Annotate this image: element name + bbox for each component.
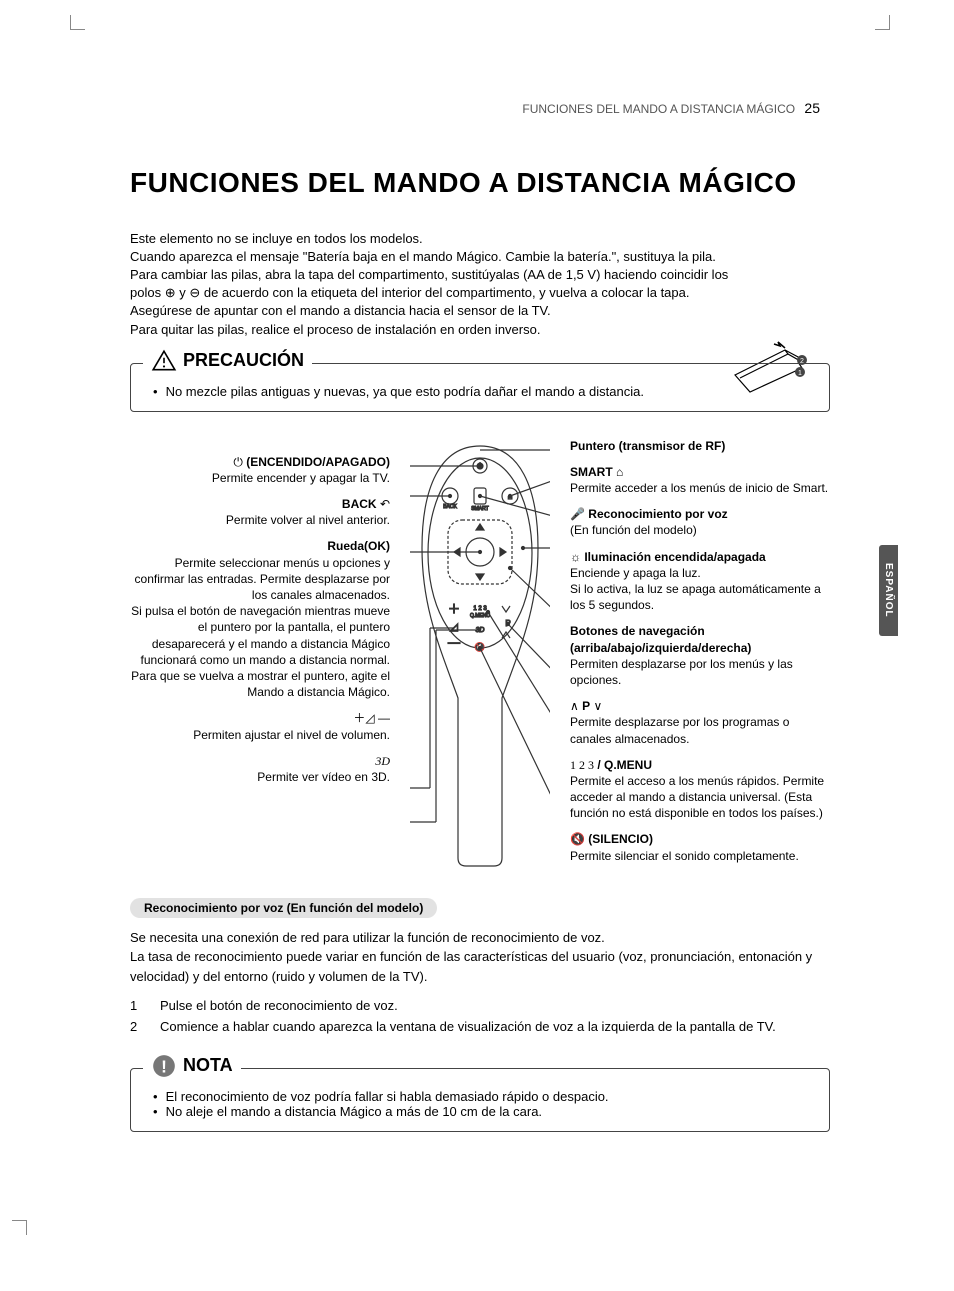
down-icon: ∨: [594, 699, 603, 713]
fn-p: ∧ P ∨ Permite desplazarse por los progra…: [570, 698, 830, 747]
note-title: ! NOTA: [143, 1053, 241, 1079]
intro-line: Para cambiar las pilas, abra la tapa del…: [130, 266, 730, 321]
crop-mark: [875, 15, 890, 30]
voice-steps: 1 Pulse el botón de reconocimiento de voz…: [130, 996, 830, 1038]
crop-mark: [70, 15, 85, 30]
fn-volume: ＋◿ — Permiten ajustar el nivel de volume…: [130, 710, 390, 742]
text: PRECAUCIÓN: [183, 350, 304, 371]
mute-icon: 🔇: [570, 832, 585, 846]
svg-text:SMART: SMART: [471, 506, 488, 512]
step-num: 1: [130, 996, 144, 1017]
svg-text:!: !: [161, 1056, 167, 1076]
desc: Permite ver vídeo en 3D.: [257, 770, 390, 784]
desc: Permite volver al nivel anterior.: [226, 513, 390, 527]
step-num: 2: [130, 1017, 144, 1038]
mic-icon: 🎤: [570, 507, 585, 521]
note-item: El reconocimiento de voz podría fallar s…: [153, 1089, 811, 1104]
precaution-box: PRECAUCIÓN No mezcle pilas antiguas y nu…: [130, 363, 830, 412]
step-text: Comience a hablar cuando aparezca la ven…: [160, 1017, 776, 1038]
desc: Permite el acceso a los menús rápidos. P…: [570, 774, 824, 820]
fn-3d: 3D Permite ver vídeo en 3D.: [130, 753, 390, 785]
label: Iluminación encendida/apagada: [584, 550, 765, 564]
desc: Permite silenciar el sonido completament…: [570, 849, 799, 863]
svg-text:＋: ＋: [448, 602, 460, 616]
step: 2 Comience a hablar cuando aparezca la ve…: [130, 1017, 830, 1038]
header-section: FUNCIONES DEL MANDO A DISTANCIA MÁGICO: [522, 102, 795, 116]
intro-line: Cuando aparezca el mensaje "Batería baja…: [130, 248, 730, 266]
desc: Enciende y apaga la luz. Si lo activa, l…: [570, 566, 821, 612]
label: Reconocimiento por voz: [588, 507, 727, 521]
label: Puntero (transmisor de RF): [570, 439, 725, 453]
home-icon: ⌂: [616, 465, 623, 479]
label: (SILENCIO): [588, 832, 653, 846]
page-title: FUNCIONES DEL MANDO A DISTANCIA MÁGICO: [130, 166, 830, 200]
volume-icons: ＋◿ —: [353, 711, 390, 725]
light-icon: ☼: [570, 550, 581, 564]
fn-power: ⏻ (ENCENDIDO/APAGADO) Permite encender y…: [130, 454, 390, 486]
voice-section-pill: Reconocimiento por voz (En función del m…: [130, 898, 437, 918]
running-header: FUNCIONES DEL MANDO A DISTANCIA MÁGICO 2…: [70, 100, 890, 116]
text: de acuerdo con la etiqueta del interior …: [130, 285, 689, 318]
fn-back: BACK ↶ Permite volver al nivel anterior.: [130, 496, 390, 528]
desc: Permite encender y apagar la TV.: [212, 471, 390, 485]
minus-icon: ⊖: [189, 285, 200, 300]
label: BACK: [342, 497, 377, 511]
step-text: Pulse el botón de reconocimiento de voz.: [160, 996, 398, 1017]
page: FUNCIONES DEL MANDO A DISTANCIA MÁGICO 2…: [70, 40, 890, 1132]
fn-nav: Botones de navegación (arriba/abajo/izqu…: [570, 623, 830, 688]
voice-text: Se necesita una conexión de red para uti…: [130, 928, 830, 987]
fn-smart: SMART ⌂ Permite acceder a los menús de i…: [570, 464, 830, 496]
svg-text:BACK: BACK: [443, 504, 457, 510]
label: (ENCENDIDO/APAGADO): [246, 455, 390, 469]
text: La tasa de reconocimiento puede variar e…: [130, 947, 830, 986]
warning-icon: [151, 348, 177, 374]
right-callouts: Puntero (transmisor de RF) SMART ⌂ Permi…: [570, 438, 830, 874]
up-icon: ∧: [570, 699, 579, 713]
desc: Permiten desplazarse por los menús y las…: [570, 657, 793, 687]
fn-light: ☼ Iluminación encendida/apagada Enciende…: [570, 549, 830, 614]
power-icon: ⏻: [233, 455, 243, 469]
label: SMART: [570, 465, 613, 479]
info-icon: !: [151, 1053, 177, 1079]
back-icon: ↶: [380, 497, 390, 511]
text: NOTA: [183, 1055, 233, 1076]
desc: (En función del modelo): [570, 523, 697, 537]
fn-mute: 🔇 (SILENCIO) Permite silenciar el sonido…: [570, 831, 830, 863]
fn-wheel: Rueda(OK) Permite seleccionar menús u op…: [130, 538, 390, 700]
123-icon: 1 2 3: [570, 758, 594, 772]
step: 1 Pulse el botón de reconocimiento de voz…: [130, 996, 830, 1017]
desc: Permite seleccionar menús u opciones y c…: [131, 556, 390, 700]
svg-text:—: —: [448, 635, 460, 649]
intro-line: Este elemento no se incluye en todos los…: [130, 230, 730, 248]
desc: Permiten ajustar el nivel de volumen.: [193, 728, 390, 742]
label: P: [582, 699, 590, 713]
precaution-title: PRECAUCIÓN: [143, 348, 312, 374]
fn-voice: 🎤 Reconocimiento por voz (En función del…: [570, 506, 830, 538]
note-item: No aleje el mando a distancia Mágico a m…: [153, 1104, 811, 1119]
label: Rueda(OK): [327, 539, 390, 553]
3d-icon: 3D: [375, 754, 390, 768]
precaution-item: No mezcle pilas antiguas y nuevas, ya qu…: [153, 384, 811, 399]
remote-diagram-area: ⏻ (ENCENDIDO/APAGADO) Permite encender y…: [130, 438, 830, 878]
label: Botones de navegación (arriba/abajo/izqu…: [570, 624, 751, 654]
intro-line: Para quitar las pilas, realice el proces…: [130, 321, 730, 339]
text: y: [176, 285, 190, 300]
fn-pointer: Puntero (transmisor de RF): [570, 438, 830, 454]
page-number: 25: [804, 100, 820, 116]
svg-text:1 2 3: 1 2 3: [473, 606, 487, 612]
left-callouts: ⏻ (ENCENDIDO/APAGADO) Permite encender y…: [130, 454, 390, 795]
remote-illustration: ⏻ BACK SMART ⌂ ＋ 1 2 3 Q.MENU: [410, 438, 550, 868]
label: / Q.MENU: [597, 758, 652, 772]
text: Se necesita una conexión de red para uti…: [130, 928, 830, 948]
desc: Permite desplazarse por los programas o …: [570, 715, 789, 745]
desc: Permite acceder a los menús de inicio de…: [570, 481, 828, 495]
crop-mark: [12, 1220, 27, 1235]
fn-qmenu: 1 2 3 / Q.MENU Permite el acceso a los m…: [570, 757, 830, 822]
plus-icon: ⊕: [165, 285, 176, 300]
intro-text: Este elemento no se incluye en todos los…: [130, 230, 730, 339]
note-box: ! NOTA El reconocimiento de voz podría f…: [130, 1068, 830, 1132]
